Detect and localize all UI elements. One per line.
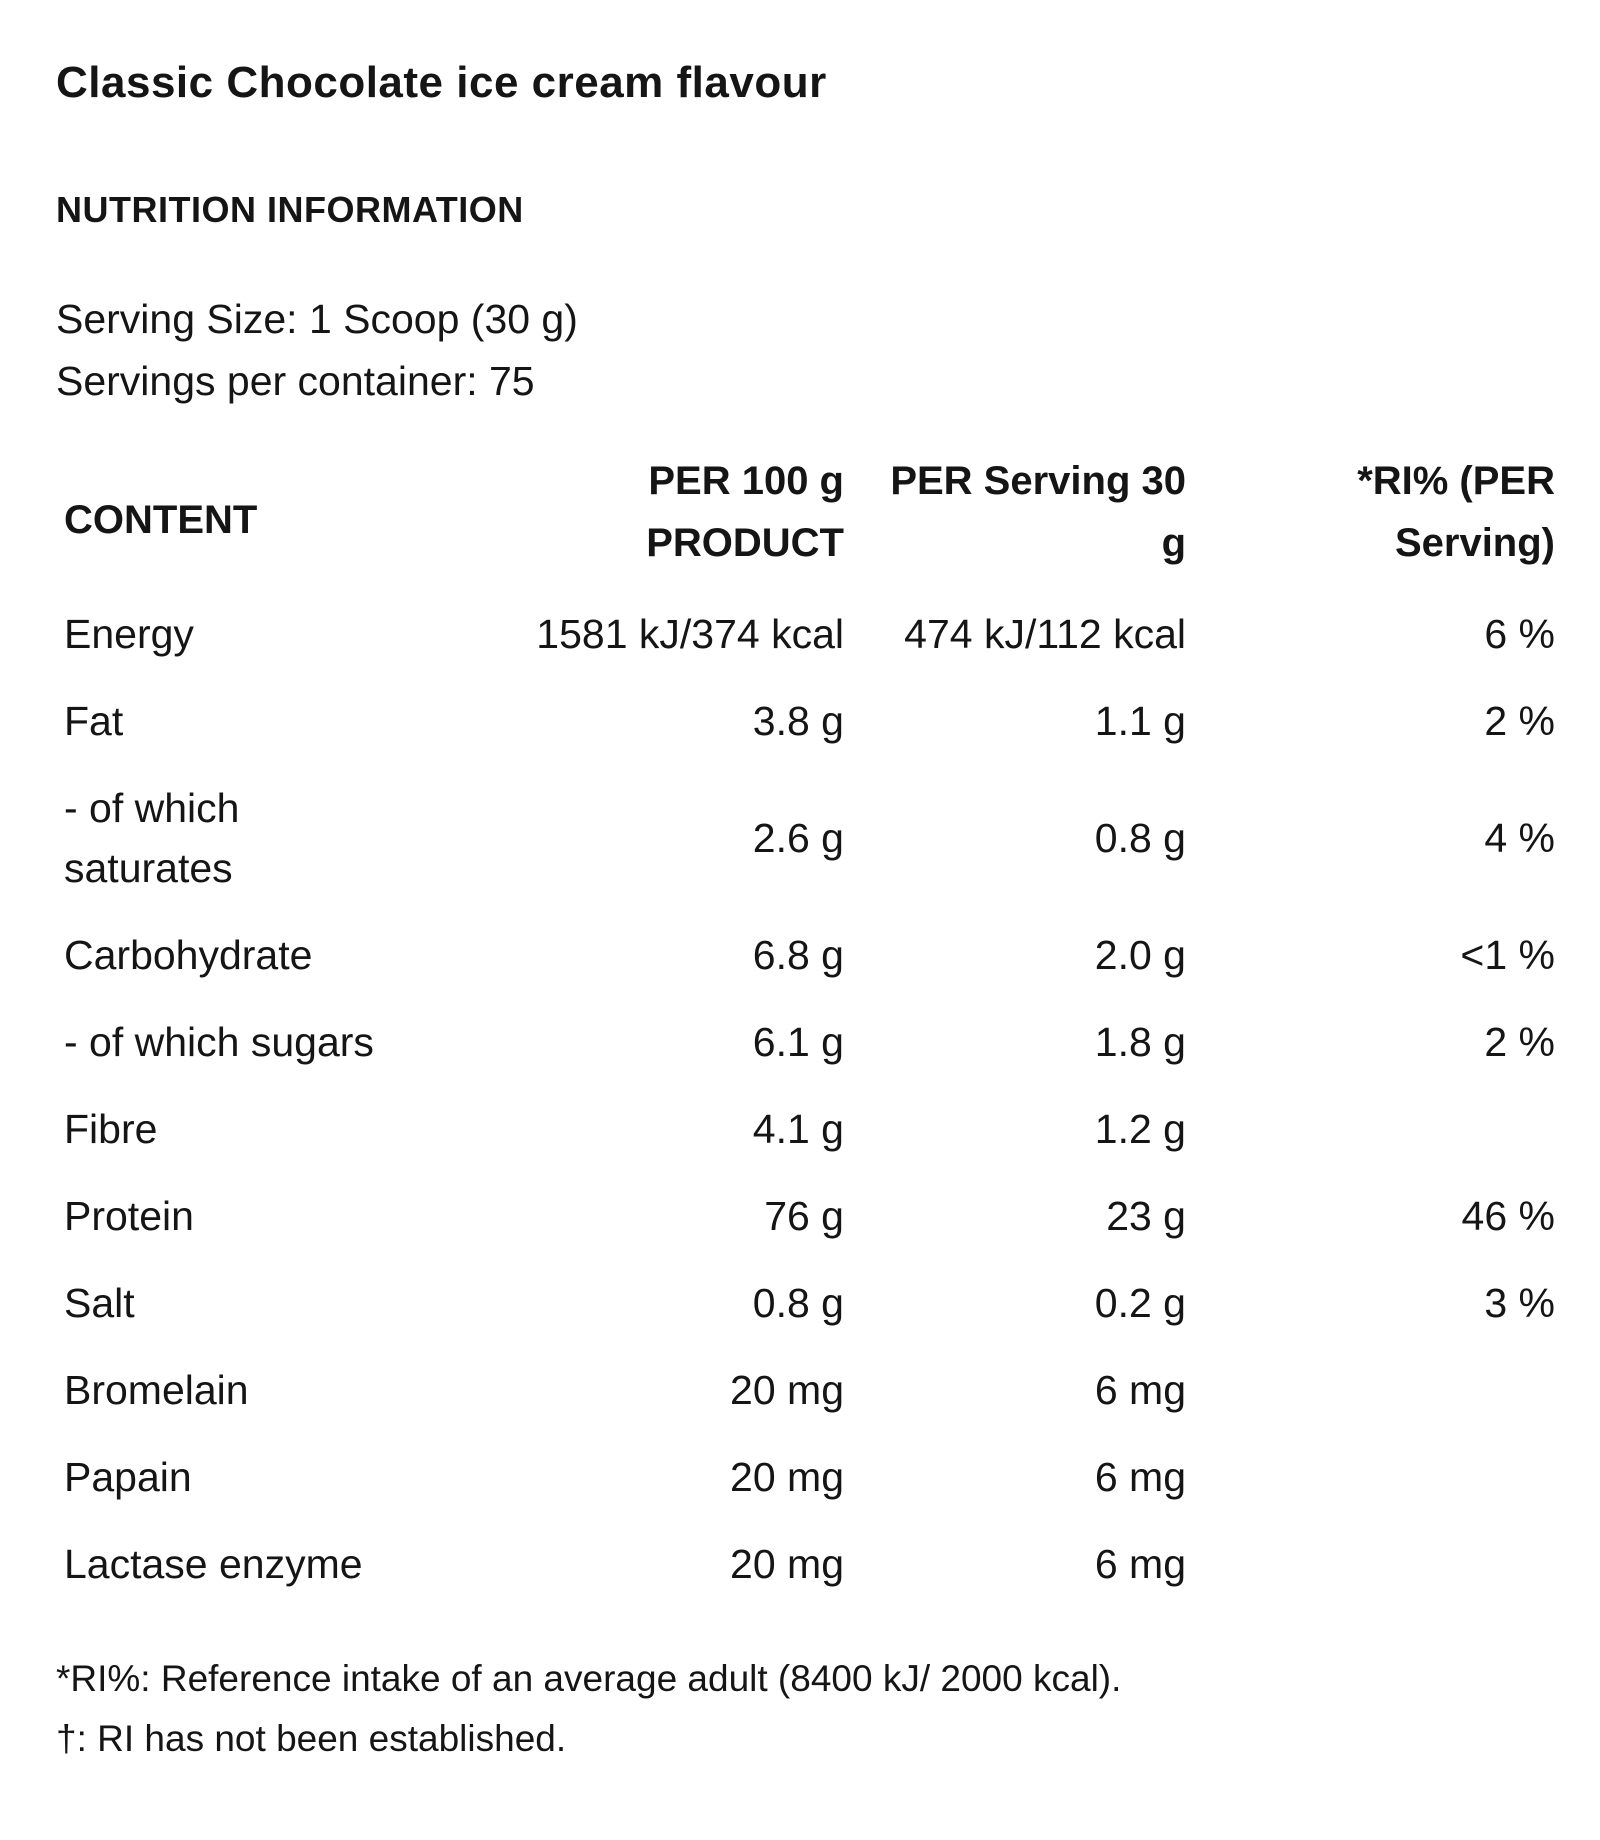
footnote-ri: *RI%: Reference intake of an average adu… bbox=[56, 1658, 1122, 1699]
table-row-fibre: Fibre 4.1 g 1.2 g bbox=[64, 1085, 1555, 1172]
table-row-salt: Salt 0.8 g 0.2 g 3 % bbox=[64, 1259, 1555, 1346]
row-label: Energy bbox=[64, 610, 194, 657]
table-row-carbohydrate: Carbohydrate 6.8 g 2.0 g <1 % bbox=[64, 911, 1555, 998]
row-per-serving: 6 mg bbox=[1094, 1540, 1186, 1587]
row-per-100g: 1581 kJ/374 kcal bbox=[536, 610, 844, 657]
row-label: Salt bbox=[64, 1279, 135, 1326]
row-ri: 3 % bbox=[1484, 1279, 1555, 1326]
header-content: CONTENT bbox=[64, 498, 258, 542]
row-label: Lactase enzyme bbox=[64, 1540, 363, 1587]
footnotes: *RI%: Reference intake of an average adu… bbox=[56, 1649, 1556, 1769]
row-label: Carbohydrate bbox=[64, 931, 313, 978]
row-per-100g: 6.1 g bbox=[752, 1018, 844, 1065]
table-row-sugars: - of which sugars 6.1 g 1.8 g 2 % bbox=[64, 998, 1555, 1085]
row-label: Papain bbox=[64, 1453, 192, 1500]
row-per-serving: 474 kJ/112 kcal bbox=[904, 610, 1186, 657]
row-per-serving: 6 mg bbox=[1094, 1453, 1186, 1500]
table-row-energy: Energy 1581 kJ/374 kcal 474 kJ/112 kcal … bbox=[64, 590, 1555, 677]
header-ri-percent: *RI% (PER Serving) bbox=[1357, 459, 1555, 565]
row-ri: 4 % bbox=[1484, 814, 1555, 861]
row-per-100g: 20 mg bbox=[730, 1453, 844, 1500]
table-row-protein: Protein 76 g 23 g 46 % bbox=[64, 1172, 1555, 1259]
row-ri bbox=[1186, 1346, 1555, 1433]
row-per-serving: 0.2 g bbox=[1094, 1279, 1186, 1326]
row-ri: <1 % bbox=[1460, 931, 1555, 978]
row-per-100g: 20 mg bbox=[730, 1540, 844, 1587]
row-ri: 2 % bbox=[1484, 1018, 1555, 1065]
row-ri bbox=[1186, 1520, 1555, 1607]
row-per-serving: 1.8 g bbox=[1094, 1018, 1186, 1065]
table-row-fat: Fat 3.8 g 1.1 g 2 % bbox=[64, 677, 1555, 764]
row-per-serving: 1.2 g bbox=[1094, 1105, 1186, 1152]
table-row-bromelain: Bromelain 20 mg 6 mg bbox=[64, 1346, 1555, 1433]
row-per-100g: 0.8 g bbox=[752, 1279, 844, 1326]
row-label: - of which sugars bbox=[64, 1018, 374, 1065]
row-ri bbox=[1186, 1433, 1555, 1520]
row-per-100g: 76 g bbox=[764, 1192, 844, 1239]
row-label: Protein bbox=[64, 1192, 194, 1239]
row-per-100g: 3.8 g bbox=[752, 697, 844, 744]
servings-per-container-line: Servings per container: 75 bbox=[56, 358, 535, 404]
table-header-row: CONTENT PER 100 g PRODUCT PER Serving 30… bbox=[64, 450, 1555, 590]
row-per-100g: 4.1 g bbox=[752, 1105, 844, 1152]
header-per-serving: PER Serving 30 g bbox=[890, 459, 1186, 565]
row-ri bbox=[1186, 1085, 1555, 1172]
row-label: - of which saturates bbox=[64, 784, 240, 891]
row-ri: 46 % bbox=[1461, 1192, 1555, 1239]
row-ri: 6 % bbox=[1484, 610, 1555, 657]
serving-info: Serving Size: 1 Scoop (30 g) Servings pe… bbox=[56, 288, 1556, 412]
row-per-serving: 0.8 g bbox=[1094, 814, 1186, 861]
row-per-serving: 2.0 g bbox=[1094, 931, 1186, 978]
header-per-100g: PER 100 g PRODUCT bbox=[646, 459, 844, 565]
row-per-100g: 2.6 g bbox=[752, 814, 844, 861]
row-ri: 2 % bbox=[1484, 697, 1555, 744]
table-row-papain: Papain 20 mg 6 mg bbox=[64, 1433, 1555, 1520]
row-per-serving: 1.1 g bbox=[1094, 697, 1186, 744]
row-label: Fat bbox=[64, 697, 124, 744]
row-per-100g: 20 mg bbox=[730, 1366, 844, 1413]
nutrition-information-heading: NUTRITION INFORMATION bbox=[56, 189, 524, 230]
row-label: Fibre bbox=[64, 1105, 158, 1152]
row-per-serving: 23 g bbox=[1106, 1192, 1186, 1239]
product-title: Classic Chocolate ice cream flavour bbox=[56, 58, 827, 107]
table-row-saturates: - of which saturates 2.6 g 0.8 g 4 % bbox=[64, 764, 1555, 911]
footnote-dagger: †: RI has not been established. bbox=[56, 1718, 567, 1759]
nutrition-table: CONTENT PER 100 g PRODUCT PER Serving 30… bbox=[64, 450, 1555, 1607]
row-per-100g: 6.8 g bbox=[752, 931, 844, 978]
table-row-lactase-enzyme: Lactase enzyme 20 mg 6 mg bbox=[64, 1520, 1555, 1607]
serving-size-line: Serving Size: 1 Scoop (30 g) bbox=[56, 296, 578, 342]
row-label: Bromelain bbox=[64, 1366, 249, 1413]
row-per-serving: 6 mg bbox=[1094, 1366, 1186, 1413]
